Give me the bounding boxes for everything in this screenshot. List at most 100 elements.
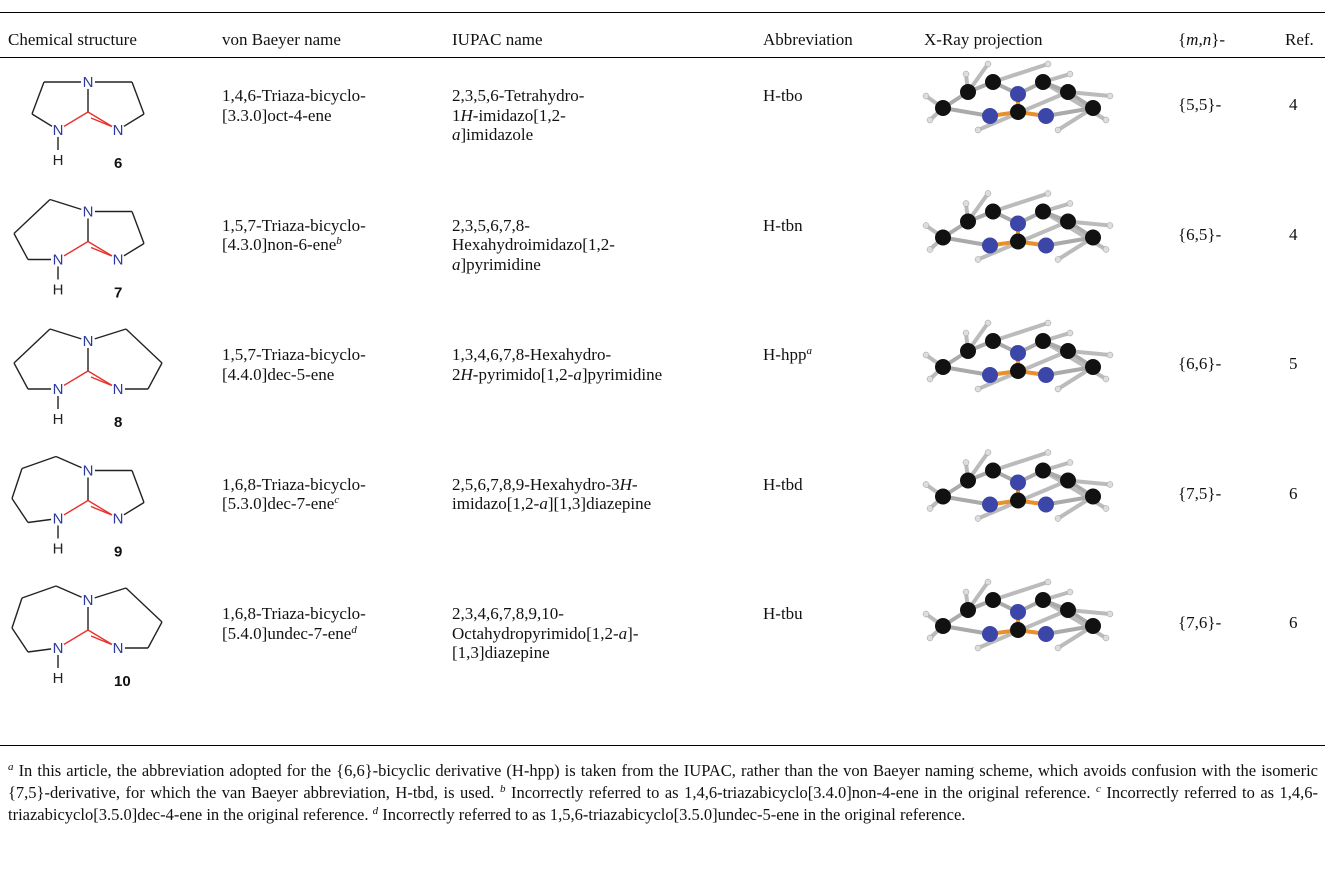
footnote-marker: c xyxy=(1096,783,1101,795)
atom-label: H xyxy=(53,282,64,299)
chemical-structure: NNNH8 xyxy=(14,329,162,431)
hydrogen xyxy=(963,589,969,595)
column-header: Chemical structure xyxy=(8,30,137,50)
hydrogen xyxy=(1103,635,1109,641)
carbon xyxy=(1035,204,1051,220)
hydrogen xyxy=(1103,376,1109,382)
hydrogen xyxy=(1055,386,1061,392)
carbon xyxy=(1060,602,1076,618)
iupac-name: 2,3,4,6,7,8,9,10-Octahydropyrimido[1,2-a… xyxy=(452,604,638,663)
text-run: 2,3,5,6,7,8- xyxy=(452,216,530,235)
hydrogen xyxy=(923,482,929,488)
bond xyxy=(14,200,50,234)
column-header: Ref. xyxy=(1285,30,1314,50)
name-line: 1,6,8-Triaza-bicyclo- xyxy=(222,475,366,495)
footnote-marker: b xyxy=(336,235,342,247)
footnote-marker: a xyxy=(8,761,14,773)
iupac-name: 1,3,4,6,7,8-Hexahydro-2H-pyrimido[1,2-a]… xyxy=(452,345,662,384)
ring-sizes: {7,5}- xyxy=(1178,484,1221,503)
text-run: 1,5,7-Triaza-bicyclo- xyxy=(222,216,366,235)
footnote-text: Incorrectly referred to as 1,5,6-triazab… xyxy=(382,805,965,824)
nitrogen xyxy=(1010,86,1026,102)
hydrogen xyxy=(1055,516,1061,522)
reference: 6 xyxy=(1289,613,1298,632)
hydrogen xyxy=(1103,247,1109,253)
italic-run: m,n xyxy=(1186,30,1211,49)
compound-number: 7 xyxy=(114,285,122,302)
atom-label: N xyxy=(113,511,124,528)
nitrogen xyxy=(1038,367,1054,383)
footnote: b Incorrectly referred to as 1,4,6-triaz… xyxy=(500,783,1091,802)
reference: 5 xyxy=(1289,354,1298,373)
nitrogen xyxy=(982,367,998,383)
atom-label: N xyxy=(83,333,94,350)
hydrogen xyxy=(1045,579,1051,585)
nitrogen xyxy=(982,497,998,513)
hydrogen xyxy=(1107,482,1113,488)
bond xyxy=(91,118,113,127)
von-baeyer-name: 1,5,7-Triaza-bicyclo-[4.3.0]non-6-eneb xyxy=(222,216,366,255)
text-run: H-tbn xyxy=(763,216,803,235)
carbon xyxy=(985,463,1001,479)
text-run: [3.3.0]oct-4-ene xyxy=(222,106,332,125)
bond xyxy=(32,82,44,114)
footnote-marker: b xyxy=(500,783,506,795)
hydrogen xyxy=(1107,611,1113,617)
hydrogen xyxy=(975,257,981,263)
text-run: 2 xyxy=(452,365,461,384)
italic-run: H xyxy=(620,475,632,494)
text-run: -pyrimido[1,2- xyxy=(473,365,574,384)
hydrogen xyxy=(1055,645,1061,651)
reference: 6 xyxy=(1289,613,1298,633)
text-run: 1,5,7-Triaza-bicyclo- xyxy=(222,345,366,364)
text-run: 2,5,6,7,8,9-Hexahydro-3 xyxy=(452,475,620,494)
text-run: 2,3,5,6-Tetrahydro- xyxy=(452,86,584,105)
column-header: von Baeyer name xyxy=(222,30,341,50)
bond xyxy=(132,212,144,244)
hydrogen xyxy=(985,61,991,67)
text-run: Chemical structure xyxy=(8,30,137,49)
hydrogen xyxy=(923,352,929,358)
nitrogen xyxy=(1038,108,1054,124)
bond xyxy=(91,507,113,516)
abbreviation: H-tbu xyxy=(763,604,803,624)
name-line: a]pyrimidine xyxy=(452,255,615,275)
atom-label: N xyxy=(113,122,124,139)
carbon xyxy=(1060,214,1076,230)
ring-sizes: {7,5}- xyxy=(1178,484,1221,504)
name-line: [1,3]diazepine xyxy=(452,643,638,663)
carbon xyxy=(1085,489,1101,505)
hydrogen xyxy=(963,71,969,77)
bond xyxy=(91,377,113,386)
carbon xyxy=(1010,493,1026,509)
bond xyxy=(22,457,56,469)
carbon xyxy=(1085,230,1101,246)
name-line: 1,6,8-Triaza-bicyclo- xyxy=(222,604,366,624)
carbon xyxy=(1035,592,1051,608)
bond xyxy=(126,588,162,622)
von-baeyer-name: 1,4,6-Triaza-bicyclo-[3.3.0]oct-4-ene xyxy=(222,86,366,125)
von-baeyer-name: 1,6,8-Triaza-bicyclo-[5.4.0]undec-7-ened xyxy=(222,604,366,643)
carbon xyxy=(985,74,1001,90)
text-run: - xyxy=(632,475,638,494)
hydrogen xyxy=(975,386,981,392)
footnote-marker: d xyxy=(351,624,357,636)
bond xyxy=(14,234,28,260)
italic-run: a xyxy=(539,494,548,513)
carbon xyxy=(960,473,976,489)
hydrogen xyxy=(1107,352,1113,358)
text-run: H-hpp xyxy=(763,345,806,364)
text-run: -imidazo[1,2- xyxy=(473,106,566,125)
atom-label: N xyxy=(83,463,94,480)
hydrogen xyxy=(1045,450,1051,456)
hydrogen xyxy=(963,201,969,207)
bond xyxy=(132,82,144,114)
reference: 4 xyxy=(1289,225,1298,244)
atom-label: N xyxy=(113,640,124,657)
hydrogen xyxy=(1045,320,1051,326)
bond xyxy=(132,471,144,503)
chemical-structure: NNNH10 xyxy=(12,586,162,690)
hydrogen xyxy=(1067,201,1073,207)
text-run: ][1,3]diazepine xyxy=(548,494,651,513)
carbon xyxy=(935,359,951,375)
